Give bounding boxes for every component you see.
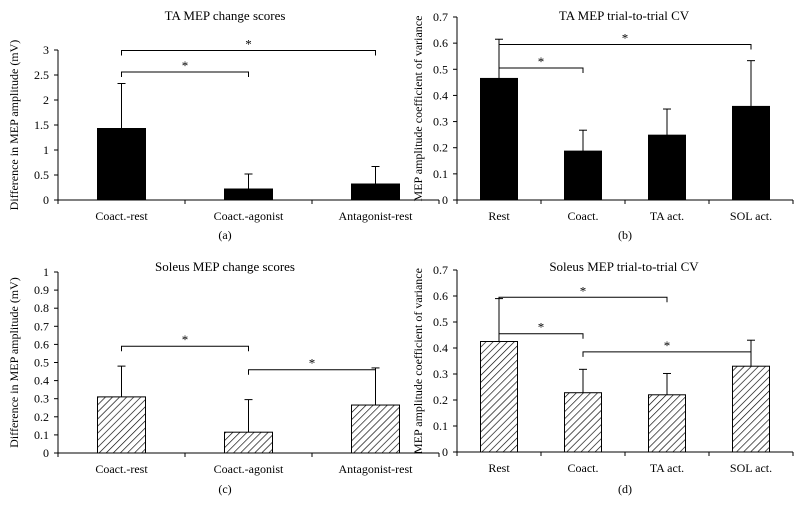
y-tick-label: 2.5 [34,68,49,82]
bar-0 [480,77,518,201]
bar-3 [732,365,770,453]
bar-0 [97,128,146,201]
bar-0 [480,341,518,453]
x-tick-label: Antagonist-rest [339,209,414,223]
y-tick-label: 0.4 [433,88,448,102]
y-tick-label: 1.5 [34,118,49,132]
significance-bracket [498,296,668,303]
bar-1 [224,188,273,201]
y-tick-label: 0.5 [34,168,49,182]
panel-caption: (b) [618,228,632,242]
chart-title: TA MEP trial-to-trial CV [559,8,690,23]
x-tick-label: Rest [488,461,510,475]
y-tick-label: 0.1 [433,167,448,181]
y-tick-label: 0.4 [433,341,448,355]
bar-0 [97,396,146,454]
y-tick-label: 0.2 [433,141,448,155]
y-tick-label: 0.3 [433,367,448,381]
bar-1 [224,431,273,454]
y-tick-label: 1 [43,265,49,279]
bar-2 [351,404,400,454]
panel-caption: (a) [218,228,231,242]
y-tick-label: 0.5 [433,315,448,329]
y-tick-label: 0.5 [433,62,448,76]
y-tick-label: 0.7 [34,319,49,333]
bar-2 [351,183,400,201]
y-tick-label: 0.7 [433,263,448,277]
significance-star: * [245,37,252,52]
y-tick-label: 0.2 [34,410,49,424]
bar-1 [564,392,602,453]
y-tick-label: 3 [43,43,49,57]
chart-title: TA MEP change scores [165,8,286,23]
significance-bracket [498,43,752,50]
significance-star: * [538,54,545,69]
y-tick-label: 0.1 [34,428,49,442]
y-tick-label: 0 [43,193,49,207]
y-axis-label: MEP amplitude coefficient of variance [411,268,425,454]
significance-bracket [498,333,584,339]
significance-bracket [248,369,376,375]
x-tick-label: Coact.-agonist [214,209,284,223]
bar-2 [648,394,686,453]
y-tick-label: 0.3 [433,115,448,129]
x-tick-label: Coact.-rest [95,462,148,476]
y-tick-label: 0.3 [34,392,49,406]
chart-title: Soleus MEP change scores [155,259,295,274]
y-tick-label: 0 [442,193,448,207]
panel-c: Soleus MEP change scores Difference in ME… [7,259,440,496]
y-tick-label: 0.9 [34,283,49,297]
significance-star: * [622,30,629,45]
panel-d: Soleus MEP trial-to-trial CV MEP amplitud… [411,259,794,496]
significance-bracket [498,67,584,73]
significance-star: * [182,58,189,73]
y-tick-label: 0 [43,446,49,460]
x-tick-label: SOL act. [730,209,772,223]
y-tick-label: 0.5 [34,356,49,370]
significance-star: * [538,320,545,335]
significance-star: * [664,338,671,353]
y-tick-label: 0.6 [433,36,448,50]
x-tick-label: SOL act. [730,461,772,475]
y-axis-label: Difference in MEP amplitude (mV) [7,277,21,448]
y-axis-label: Difference in MEP amplitude (mV) [7,40,21,211]
x-tick-label: Coact.-agonist [214,462,284,476]
significance-bracket [121,71,249,77]
y-tick-label: 0.2 [433,393,448,407]
y-tick-label: 0.6 [433,289,448,303]
chart-title: Soleus MEP trial-to-trial CV [549,259,699,274]
significance-star: * [309,356,316,371]
x-tick-label: Coact. [568,209,599,223]
y-tick-label: 0 [442,445,448,459]
y-tick-label: 0.4 [34,374,49,388]
significance-bracket [582,351,752,357]
y-axis-label: MEP amplitude coefficient of variance [411,16,425,202]
significance-bracket [121,50,376,56]
bar-3 [732,105,770,201]
x-tick-label: TA act. [650,461,684,475]
x-tick-label: TA act. [650,209,684,223]
y-tick-label: 0.7 [433,10,448,24]
x-tick-label: Rest [488,209,510,223]
y-tick-label: 2 [43,93,49,107]
bar-2 [648,134,686,201]
panel-b: TA MEP trial-to-trial CV MEP amplitude co… [411,8,794,242]
panel-caption: (d) [618,482,632,496]
panel-caption: (c) [218,482,231,496]
x-tick-label: Antagonist-rest [339,462,414,476]
y-tick-label: 1 [43,143,49,157]
significance-star: * [580,283,587,298]
significance-star: * [182,332,189,347]
x-tick-label: Coact.-rest [95,209,148,223]
y-tick-label: 0.8 [34,301,49,315]
y-tick-label: 0.6 [34,337,49,351]
y-tick-label: 0.1 [433,419,448,433]
bar-1 [564,150,602,201]
panel-a: TA MEP change scores Difference in MEP am… [7,8,440,242]
x-tick-label: Coact. [568,461,599,475]
significance-bracket [121,345,249,352]
